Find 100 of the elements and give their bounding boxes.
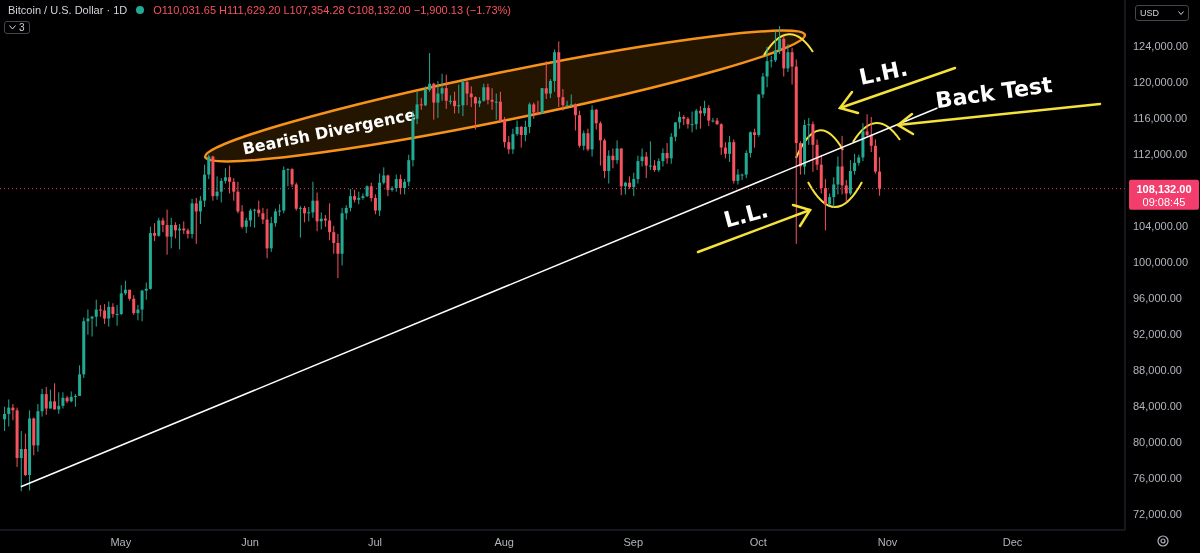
y-tick-label: 104,000.00: [1133, 219, 1189, 232]
candlestick: [694, 108, 698, 131]
candlestick: [207, 154, 211, 180]
candlestick: [753, 128, 757, 149]
candlestick: [878, 156, 882, 197]
candlestick: [748, 130, 752, 158]
annotation: 3: [19, 22, 25, 33]
candlestick: [807, 117, 811, 146]
candlestick: [486, 83, 490, 105]
candlestick: [565, 100, 569, 108]
text: 09:08:45: [1142, 195, 1186, 208]
candlestick: [494, 93, 498, 121]
candlestick: [844, 179, 848, 203]
candlestick: [707, 104, 711, 127]
candlestick: [536, 100, 540, 116]
x-tick-label: Jul: [367, 535, 383, 548]
candlestick: [132, 294, 136, 316]
y-tick-label: 92,000.00: [1133, 327, 1182, 340]
candlestick: [169, 217, 173, 249]
candlestick: [53, 382, 57, 410]
y-tick-label: 124,000.00: [1133, 39, 1189, 52]
candlestick: [648, 140, 652, 171]
candlestick: [823, 178, 827, 231]
x-tick-label: Dec: [1002, 535, 1023, 548]
candlestick: [236, 181, 240, 214]
candlestick: [611, 147, 615, 169]
candlestick: [415, 91, 419, 125]
x-tick-label: Nov: [877, 535, 898, 548]
y-tick-label: 88,000.00: [1133, 363, 1182, 376]
candlestick: [640, 147, 644, 167]
candlestick: [744, 149, 748, 179]
candlestick: [398, 174, 402, 195]
candlestick: [98, 304, 102, 318]
annotation: Back Test: [934, 71, 1055, 114]
candlestick: [569, 93, 573, 107]
y-tick-label: 112,000.00: [1133, 147, 1188, 160]
candlestick: [436, 80, 440, 119]
candlestick: [40, 388, 44, 418]
x-tick-label: May: [110, 535, 132, 548]
candlestick: [503, 116, 507, 149]
candlestick: [473, 95, 477, 131]
candlestick: [194, 197, 198, 245]
candlestick: [198, 195, 202, 225]
candlestick: [836, 156, 840, 195]
annotation: L.H.: [856, 55, 911, 90]
candlestick: [215, 175, 219, 201]
candlestick: [186, 228, 190, 239]
candlestick: [90, 315, 94, 338]
candlestick: [328, 202, 332, 241]
candlestick: [453, 91, 457, 114]
y-tick-label: 76,000.00: [1133, 471, 1182, 484]
candlestick: [253, 208, 257, 229]
candlestick: [761, 72, 765, 99]
candlestick: [598, 120, 602, 167]
candlestick: [61, 391, 65, 410]
candlestick: [373, 193, 377, 215]
candlestick: [419, 97, 423, 111]
candlestick: [594, 108, 598, 131]
y-tick-label: 84,000.00: [1133, 399, 1182, 412]
candlestick: [661, 147, 665, 167]
candlestick: [428, 52, 432, 93]
candlestick: [332, 225, 336, 255]
candlestick: [869, 116, 873, 153]
candlestick: [440, 73, 444, 102]
candlestick: [119, 284, 123, 316]
candlestick: [3, 406, 7, 432]
currency-dropdown: USD: [1135, 5, 1189, 21]
candlestick: [548, 78, 552, 99]
candlestick: [457, 84, 461, 114]
candlestick: [544, 60, 548, 100]
candlestick: [369, 182, 373, 203]
candlestick: [228, 165, 232, 194]
candlestick: [573, 102, 577, 131]
candlestick: [348, 188, 352, 212]
candlestick: [219, 177, 223, 203]
candlestick: [773, 30, 777, 63]
x-tick-label: Oct: [749, 535, 767, 548]
y-tick-label: 120,000.00: [1133, 75, 1189, 88]
annotation: L.L.: [721, 196, 771, 233]
candlestick: [115, 304, 119, 327]
candlestick: [161, 217, 165, 233]
candlestick: [361, 192, 365, 201]
candlestick: [523, 120, 527, 142]
candlestick: [390, 185, 394, 193]
candlestick: [815, 138, 819, 171]
candlestick: [528, 102, 532, 134]
candlestick: [19, 430, 23, 492]
y-tick-label: 100,000.00: [1133, 255, 1189, 268]
candlestick: [669, 132, 673, 165]
candlestick: [311, 181, 315, 219]
x-tick-label: Aug: [494, 535, 514, 548]
candlestick: [511, 128, 515, 155]
x-tick-label: Jun: [241, 535, 259, 548]
candlestick: [490, 87, 494, 111]
candlestick: [840, 135, 844, 195]
candlestick: [561, 88, 565, 112]
candlestick: [711, 117, 715, 123]
candlestick: [786, 43, 790, 73]
y-tick-label: 72,000.00: [1133, 507, 1182, 520]
candlestick: [498, 91, 502, 123]
